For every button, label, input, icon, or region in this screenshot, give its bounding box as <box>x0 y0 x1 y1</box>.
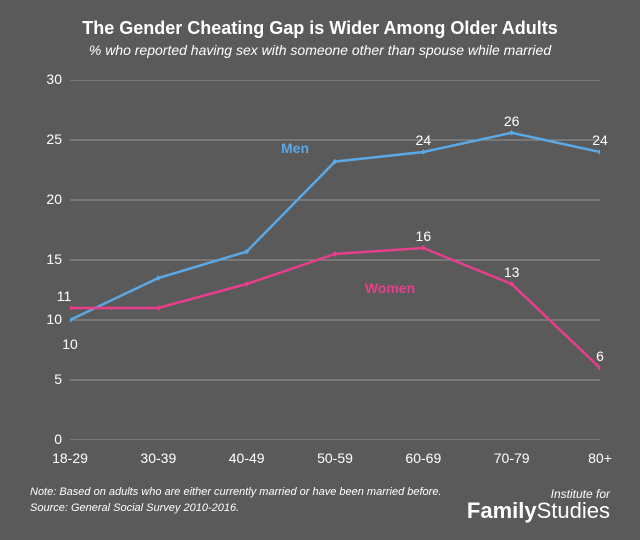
x-tick-label: 30-39 <box>140 450 176 466</box>
y-tick-label: 0 <box>40 431 62 447</box>
x-tick-label: 80+ <box>588 450 612 466</box>
data-point-label: 24 <box>592 132 608 148</box>
data-point-label: 26 <box>504 113 520 129</box>
data-point-label: 16 <box>416 228 432 244</box>
x-tick-label: 18-29 <box>52 450 88 466</box>
chart-subtitle: % who reported having sex with someone o… <box>0 42 640 58</box>
y-tick-label: 30 <box>40 71 62 87</box>
line-chart <box>70 80 600 440</box>
logo-family-studies-text: FamilyStudies <box>467 500 610 522</box>
y-tick-label: 20 <box>40 191 62 207</box>
y-tick-label: 10 <box>40 311 62 327</box>
data-point-label: 24 <box>416 132 432 148</box>
series-label-women: Women <box>365 280 415 296</box>
logo: Institute for FamilyStudies <box>467 488 610 522</box>
data-point-label: 10 <box>62 336 78 352</box>
y-tick-label: 25 <box>40 131 62 147</box>
series-label-men: Men <box>281 140 309 156</box>
y-tick-label: 15 <box>40 251 62 267</box>
x-tick-label: 50-59 <box>317 450 353 466</box>
y-tick-label: 5 <box>40 371 62 387</box>
x-tick-label: 40-49 <box>229 450 265 466</box>
chart-container: The Gender Cheating Gap is Wider Among O… <box>0 0 640 540</box>
chart-note-2: Source: General Social Survey 2010-2016. <box>30 502 239 514</box>
chart-note-1: Note: Based on adults who are either cur… <box>30 486 442 498</box>
chart-title: The Gender Cheating Gap is Wider Among O… <box>0 18 640 39</box>
data-point-label: 13 <box>504 264 520 280</box>
data-point-label: 11 <box>57 288 72 304</box>
x-tick-label: 70-79 <box>494 450 530 466</box>
data-point-label: 6 <box>596 348 604 364</box>
x-tick-label: 60-69 <box>405 450 441 466</box>
